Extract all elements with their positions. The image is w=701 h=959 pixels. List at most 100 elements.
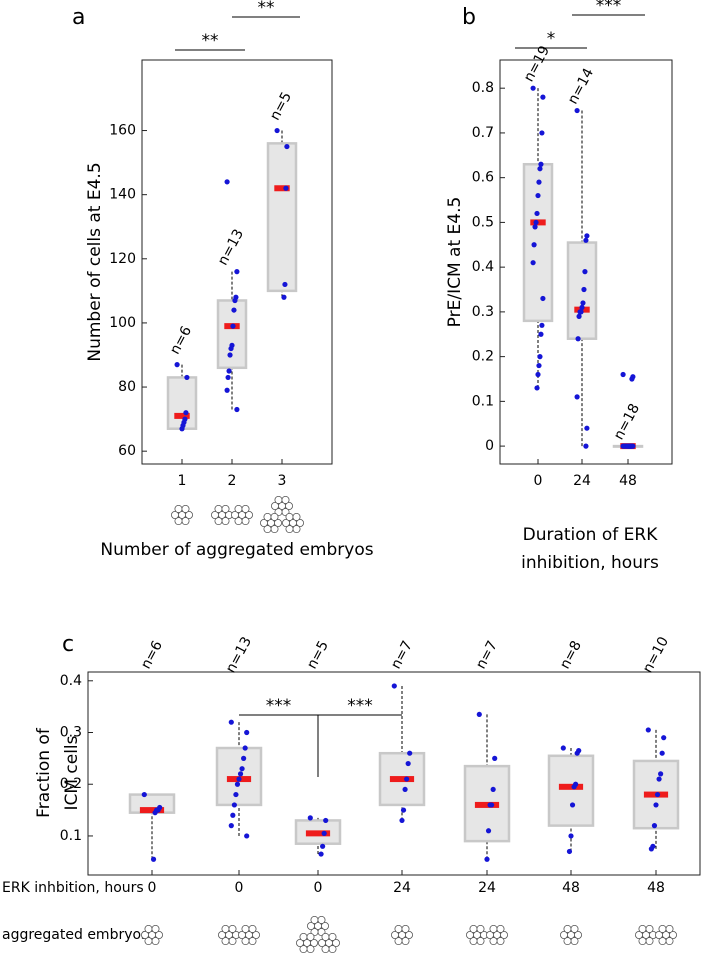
data-point (539, 130, 545, 136)
median (474, 801, 500, 808)
embryo-cell (469, 937, 478, 946)
embryo-cell (401, 937, 410, 946)
data-point (476, 711, 482, 718)
data-point (233, 791, 239, 798)
significance-label: *** (596, 0, 622, 16)
data-point (485, 828, 492, 834)
data-point (620, 443, 626, 449)
data-point (407, 750, 413, 756)
panel-label: a (72, 5, 85, 30)
embryo-icon (237, 924, 260, 946)
embryo-cell (401, 924, 410, 933)
embryo-cell (221, 937, 230, 946)
data-point (323, 817, 329, 824)
data-point (242, 745, 248, 751)
x-tick-label: 24 (478, 880, 496, 896)
embryo-cell (489, 924, 498, 933)
count-label: n=10 (640, 634, 672, 675)
y-tick-label: 80 (118, 379, 136, 395)
data-point (538, 161, 544, 167)
embryo-cell (645, 937, 654, 946)
embryo-cell (241, 937, 250, 946)
embryo-cell (560, 931, 569, 940)
embryo-cell (476, 924, 485, 933)
count-label: n=18 (611, 401, 643, 442)
data-point (533, 219, 539, 226)
median (389, 776, 415, 783)
embryo-cell (184, 510, 193, 519)
box (266, 142, 298, 293)
embryo-cell (570, 937, 579, 946)
embryo-cell (574, 931, 583, 940)
box (522, 162, 554, 323)
y-axis-label: Number of cells at E4.5 (85, 162, 105, 361)
embryo-cell (174, 517, 183, 526)
data-point (659, 750, 665, 756)
embryo-cell (328, 945, 337, 954)
embryo-cell (241, 504, 250, 513)
embryo-cell (214, 504, 223, 513)
embryo-cell (489, 937, 498, 946)
x-axis-label: Duration of ERK (523, 525, 659, 545)
embryo-cell (299, 932, 308, 941)
data-point (583, 443, 589, 449)
count-label: n=5 (304, 638, 332, 672)
data-point (391, 683, 397, 689)
embryo-cell (174, 504, 183, 513)
data-point (571, 784, 577, 790)
count-label: n=13 (215, 227, 247, 268)
data-point (307, 815, 313, 821)
data-point (574, 750, 580, 756)
embryo-cell (317, 939, 326, 948)
embryo-cell (221, 924, 230, 933)
data-point (580, 300, 586, 306)
data-point (537, 166, 543, 172)
embryo-cell (237, 931, 246, 940)
data-point (536, 179, 542, 185)
embryo-cell (665, 924, 674, 933)
data-point (574, 107, 580, 114)
embryo-cell (292, 512, 301, 521)
data-point (399, 817, 405, 824)
data-point (625, 443, 631, 449)
embryo-cell (394, 937, 403, 946)
median (174, 412, 190, 419)
count-label: n=8 (557, 638, 585, 672)
embryo-cell (230, 510, 239, 519)
axes-box (141, 59, 333, 465)
count-label: n=5 (267, 90, 295, 124)
embryo-cell (144, 924, 153, 933)
data-point (629, 376, 635, 382)
embryo-cell (281, 495, 290, 504)
data-point (539, 322, 545, 328)
x-tick-label: 48 (562, 880, 580, 896)
data-point (574, 394, 580, 400)
embryo-cell (210, 510, 219, 519)
count-label: n=19 (521, 43, 553, 84)
box (547, 754, 595, 827)
count-label: n=7 (388, 638, 416, 672)
x-tick-label: 3 (278, 473, 287, 489)
y-tick-label: 60 (118, 443, 136, 459)
data-point (537, 354, 543, 360)
data-point (530, 85, 536, 91)
embryo-cell (281, 519, 290, 528)
y-tick-label: 0.8 (472, 80, 494, 96)
embryo-cell (563, 924, 572, 933)
significance-label: ** (258, 0, 275, 18)
y-tick-label: 0.2 (472, 349, 494, 365)
data-point (226, 368, 232, 374)
data-point (540, 94, 546, 100)
y-tick-label: 0.4 (60, 673, 82, 689)
data-point (321, 830, 327, 836)
data-point (490, 786, 496, 793)
y-tick-label: 0.1 (60, 828, 82, 844)
x-tick-label: 2 (228, 473, 237, 489)
data-point (282, 281, 288, 288)
embryo-icon (295, 932, 318, 954)
embryo-icon (281, 512, 304, 534)
median (305, 830, 331, 837)
embryo-cell (270, 525, 279, 534)
data-point (237, 771, 244, 777)
